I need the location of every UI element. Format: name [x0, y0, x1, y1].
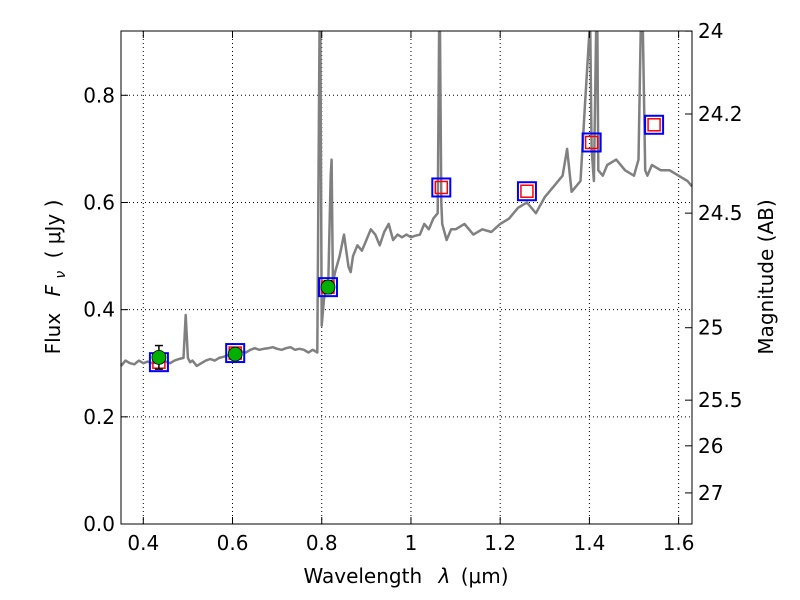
y2-tick-label: 27	[698, 481, 723, 505]
x-tick-label: 1.4	[573, 531, 605, 555]
x-tick-label: 0.4	[127, 531, 159, 555]
x-axis-label-symbol: λ	[438, 564, 451, 588]
model-point-inner-box	[520, 184, 534, 198]
y-tick-label: 0.0	[83, 512, 115, 536]
y-tick-label: 0.6	[83, 190, 115, 214]
y2-tick-label: 25.5	[698, 388, 743, 412]
observed-point-marker	[320, 279, 336, 295]
model-point-box	[516, 181, 537, 202]
y-axis-label: Flux F ν ( μJy )	[41, 200, 70, 355]
y2-axis-label: Magnitude (AB)	[754, 199, 778, 354]
model-point-box	[581, 132, 602, 153]
x-tick-label: 1.2	[484, 531, 516, 555]
y2-tick-label: 24	[698, 19, 723, 43]
observed-point-marker	[151, 349, 167, 365]
model-point	[516, 181, 537, 202]
x-tick-label: 0.8	[306, 531, 338, 555]
observed-photometry-layer	[151, 279, 336, 370]
model-photometry-layer	[148, 114, 665, 373]
y-tick-label: 0.2	[83, 405, 115, 429]
x-tick-label: 1	[405, 531, 418, 555]
y2-tick-label: 24.2	[698, 102, 743, 126]
y-axis-label-subscript: ν	[53, 271, 69, 279]
observed-point	[320, 279, 336, 295]
y-tick-label: 0.8	[83, 83, 115, 107]
plot-frame	[120, 30, 693, 525]
model-point-inner-box	[434, 180, 449, 195]
observed-point	[227, 346, 243, 362]
x-tick-label: 1.6	[663, 531, 695, 555]
x-axis-label: Wavelength λ (μm)	[303, 564, 508, 588]
model-point-inner-box	[584, 135, 599, 150]
model-point	[431, 177, 452, 198]
spectrum-layer	[120, 30, 693, 368]
y-tick-label: 0.4	[83, 298, 115, 322]
y-axis-label-text: Flux	[41, 313, 65, 355]
grid-lines	[121, 31, 692, 525]
model-point-box	[644, 114, 665, 135]
y2-tick-label: 25	[698, 316, 723, 340]
y-axis-label-unit: ( μJy )	[41, 200, 65, 259]
observed-point	[151, 344, 167, 370]
axis-ticks: 0.4 0.6 0.8 1 1.2 1.4 1.6 0.0 0.2 0.4 0.6 0.8 24 24.2…	[83, 19, 742, 555]
y-axis-label-symbol: F	[41, 284, 65, 296]
model-point-box	[431, 177, 452, 198]
model-point	[644, 114, 665, 135]
model-point-box	[225, 343, 246, 364]
x-axis-label-text: Wavelength	[303, 564, 422, 588]
spectrum-line	[120, 30, 693, 368]
x-axis-label-unit: (μm)	[461, 564, 509, 588]
y2-tick-label: 26	[698, 434, 723, 458]
model-point-box	[317, 277, 338, 298]
model-point	[581, 132, 602, 153]
observed-point-marker	[227, 346, 243, 362]
model-point-inner-box	[647, 118, 661, 132]
y2-tick-label: 24.5	[698, 201, 743, 225]
x-tick-label: 0.6	[217, 531, 249, 555]
